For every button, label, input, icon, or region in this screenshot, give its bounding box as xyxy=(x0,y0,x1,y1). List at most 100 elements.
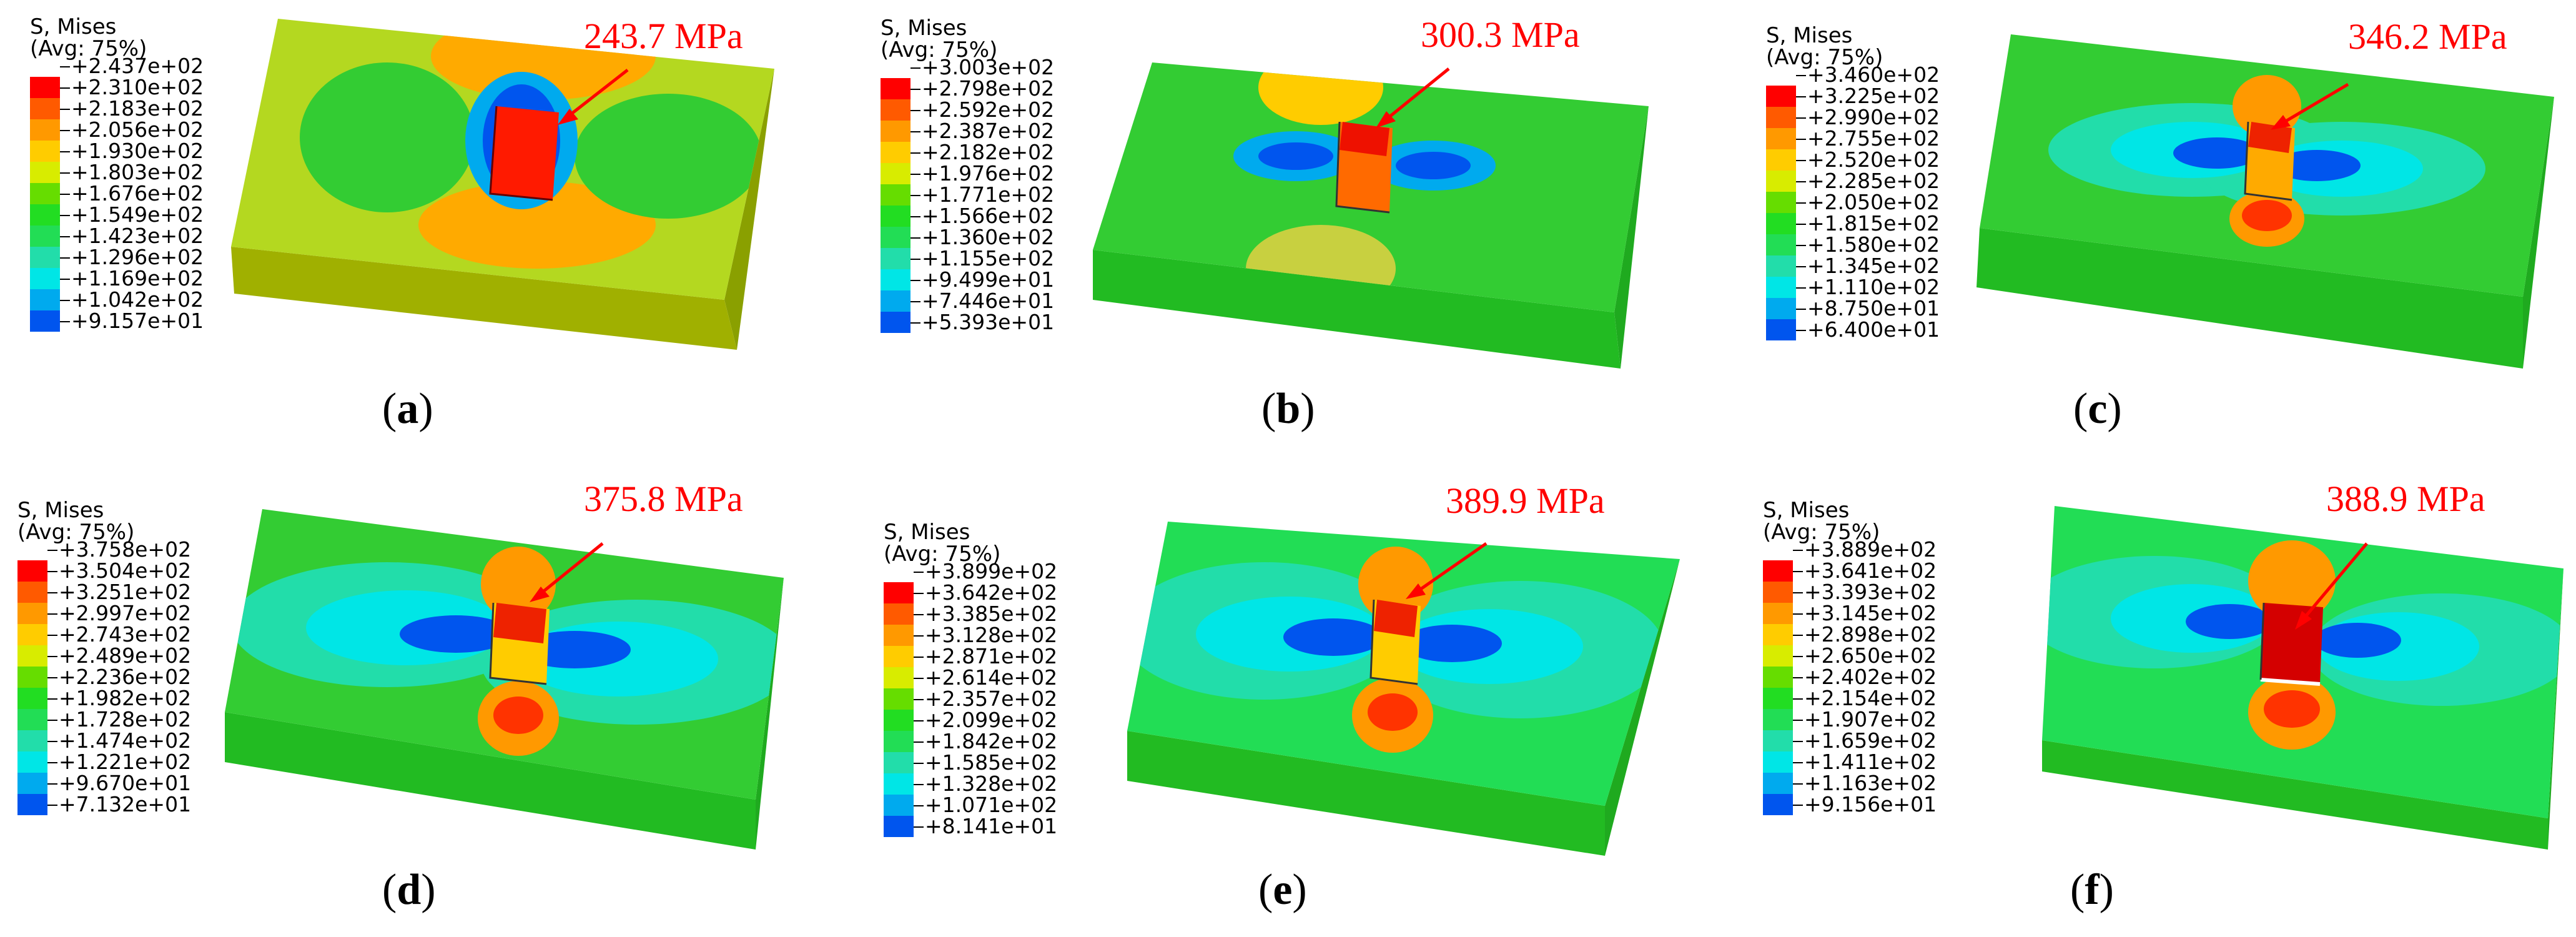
peak-stress-label-d: 375.8 MPa xyxy=(584,478,743,519)
legend-swatch xyxy=(884,646,914,667)
legend-row: +1.728e+02 xyxy=(17,709,191,751)
legend-value: +1.842e+02 xyxy=(925,729,1058,753)
legend-row: +1.566e+02 xyxy=(881,206,1054,248)
legend-tick xyxy=(1793,550,1803,551)
legend-swatch xyxy=(881,227,910,248)
peak-stress-label-b: 300.3 MPa xyxy=(1421,14,1580,55)
legend-value: +3.385e+02 xyxy=(925,602,1058,626)
legend-row: +3.642e+02 xyxy=(884,582,1057,625)
legend-value: +1.659e+02 xyxy=(1804,728,1937,753)
panel-a: S, Mises (Avg: 75%) +2.437e+02 +2.310e+0… xyxy=(0,0,859,468)
legend-tick xyxy=(1793,571,1803,572)
legend-value: +2.592e+02 xyxy=(922,97,1055,122)
legend-tick xyxy=(47,635,57,636)
legend-row: +1.930e+02 xyxy=(30,141,204,183)
legend-row: +3.641e+02 xyxy=(1763,560,1937,603)
legend-swatch xyxy=(17,645,47,667)
legend-row: +2.050e+02 xyxy=(1766,192,1940,234)
legend-title: S, Mises xyxy=(17,498,104,523)
legend-tick xyxy=(1793,741,1803,742)
legend-swatch xyxy=(1766,128,1796,149)
legend-value: +2.437e+02 xyxy=(71,54,204,78)
legend-tick xyxy=(1796,139,1806,140)
legend-tick xyxy=(47,550,57,551)
legend-row: +3.225e+02 xyxy=(1766,86,1940,128)
legend-value: +2.520e+02 xyxy=(1807,147,1940,172)
legend-tick xyxy=(60,236,70,237)
legend-value: +1.771e+02 xyxy=(922,182,1055,207)
legend-row: +1.580e+02 xyxy=(1766,234,1940,277)
legend-tick xyxy=(47,677,57,678)
legend-row: +2.592e+02 xyxy=(881,99,1054,142)
legend-value: +1.585e+02 xyxy=(925,750,1058,775)
legend-tick xyxy=(60,279,70,280)
peak-arrow-c xyxy=(2271,82,2349,130)
legend-row: +2.437e+02 xyxy=(30,56,204,98)
legend-swatch xyxy=(1763,645,1793,667)
legend-tick xyxy=(1796,75,1806,76)
legend-tick xyxy=(1796,266,1806,267)
stress-contour-model-f xyxy=(2042,506,2564,850)
stress-contour-model-a xyxy=(231,19,774,350)
legend-swatch xyxy=(1763,794,1793,815)
legend-row: +2.182e+02 xyxy=(881,142,1054,184)
legend-row: +2.310e+02 xyxy=(30,77,204,119)
peak-stress-label-c: 346.2 MPa xyxy=(2348,16,2507,57)
legend-tick xyxy=(914,614,924,615)
peak-arrow-b xyxy=(1376,67,1450,128)
legend-swatch xyxy=(17,730,47,751)
legend-tick xyxy=(910,174,920,175)
caption-letter: c xyxy=(2088,385,2108,433)
legend-value: +2.871e+02 xyxy=(925,644,1058,668)
legend-row: +2.154e+02 xyxy=(1763,688,1937,730)
legend-tick xyxy=(60,172,70,174)
legend-subtitle: (Avg: 75%) xyxy=(881,37,998,62)
legend-subtitle: (Avg: 75%) xyxy=(884,542,1001,567)
legend-value: +1.169e+02 xyxy=(71,266,204,290)
legend-tick xyxy=(914,593,924,594)
legend-swatch xyxy=(30,226,60,247)
legend-row: +1.976e+02 xyxy=(881,163,1054,206)
legend-swatch xyxy=(884,752,914,773)
legend-subtitle: (Avg: 75%) xyxy=(1766,45,1883,70)
legend-value: +8.141e+01 xyxy=(925,814,1058,838)
legend-row: +1.110e+02 xyxy=(1766,277,1940,319)
subfigure-caption-d: (d) xyxy=(382,866,436,914)
legend-tick xyxy=(1796,309,1806,310)
legend-swatch xyxy=(884,667,914,688)
legend-swatch xyxy=(1766,234,1796,255)
legend-row: +1.585e+02 xyxy=(884,752,1057,795)
legend-row: +2.798e+02 xyxy=(881,78,1054,121)
legend-tick xyxy=(47,698,57,700)
legend-value: +2.650e+02 xyxy=(1804,643,1937,668)
legend-row: +2.898e+02 xyxy=(1763,624,1937,667)
legend-row: +3.385e+02 xyxy=(884,603,1057,646)
legend-swatch xyxy=(881,142,910,163)
legend-value: +1.474e+02 xyxy=(59,728,192,753)
legend-value: +1.549e+02 xyxy=(71,202,204,227)
legend-swatch xyxy=(884,816,914,837)
legend-tick xyxy=(914,763,924,764)
legend-value: +3.251e+02 xyxy=(59,580,192,604)
legend-swatch xyxy=(1763,751,1793,773)
legend-row: +3.758e+02 xyxy=(17,539,191,582)
legend-swatch xyxy=(881,78,910,99)
legend-row: +1.345e+02 xyxy=(1766,255,1940,298)
legend-swatch xyxy=(17,624,47,645)
legend-row: +2.520e+02 xyxy=(1766,149,1940,192)
legend-row: +2.056e+02 xyxy=(30,119,204,162)
legend-subtitle: (Avg: 75%) xyxy=(1763,520,1880,545)
legend-row: +3.460e+02 xyxy=(1766,64,1940,107)
peak-arrow-a xyxy=(558,69,629,125)
legend-value: +9.156e+01 xyxy=(1804,792,1937,816)
color-legend-c: S, Mises (Avg: 75%) +3.460e+02 +3.225e+0… xyxy=(1766,25,1940,351)
legend-row: +1.842e+02 xyxy=(884,731,1057,773)
legend-tick xyxy=(914,805,924,806)
legend-value: +3.889e+02 xyxy=(1804,537,1937,562)
legend-row: +8.750e+01 xyxy=(1766,298,1940,340)
legend-tick xyxy=(1793,613,1803,615)
legend-row: +2.650e+02 xyxy=(1763,645,1937,688)
legend-value: +3.758e+02 xyxy=(59,537,192,562)
legend-row: +1.071e+02 xyxy=(884,795,1057,837)
legend-value: +2.402e+02 xyxy=(1804,665,1937,689)
